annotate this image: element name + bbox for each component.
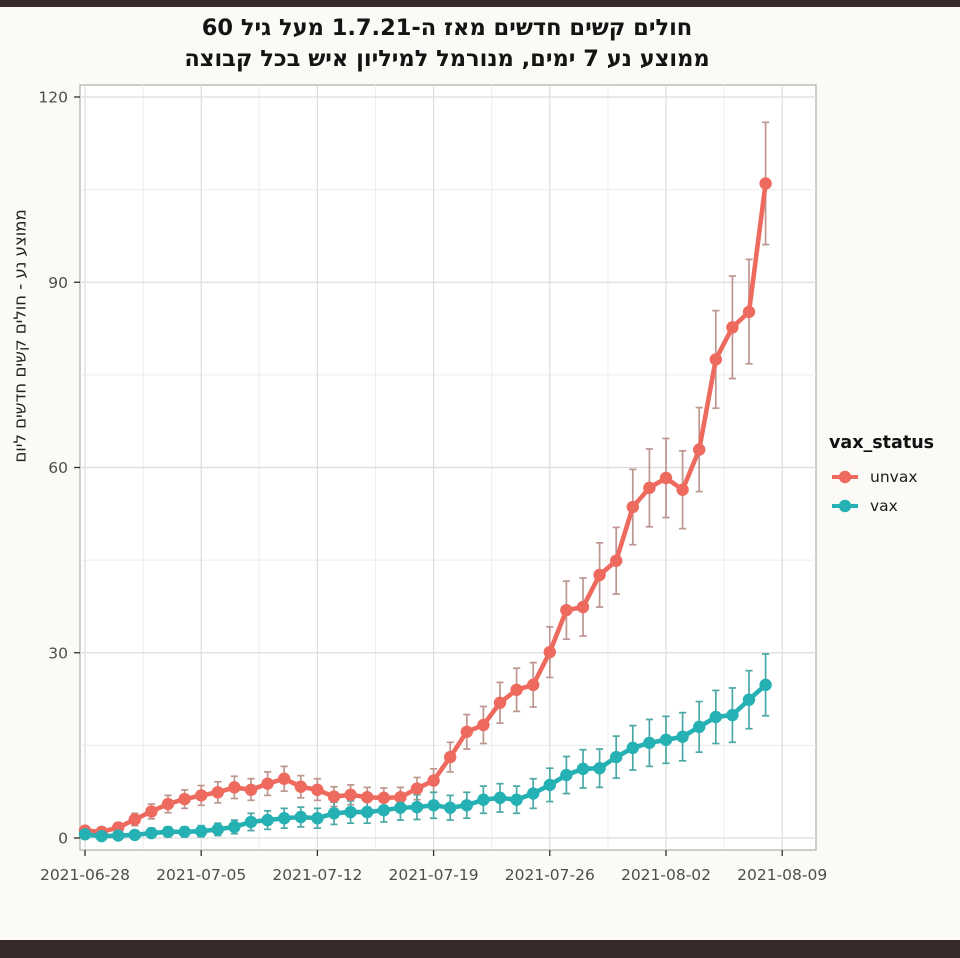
x-tick-label: 2021-07-19 [389, 866, 479, 884]
bottom-border-bar [0, 940, 960, 958]
y-tick-label: 60 [48, 459, 68, 477]
legend-item-vax: vax [829, 496, 934, 516]
legend-key-vax-icon [832, 499, 858, 513]
y-axis-labels: 0 30 60 90 120 [38, 89, 68, 848]
y-tick-label: 120 [38, 89, 68, 107]
series-vax-points [78, 678, 772, 843]
x-axis-labels: 2021-06-28 2021-07-05 2021-07-12 2021-07-19… [40, 866, 827, 884]
x-tick-label: 2021-08-09 [737, 866, 827, 884]
x-tick-label: 2021-07-12 [272, 866, 362, 884]
legend-item-unvax-label: unvax [870, 468, 918, 486]
gridlines-major [80, 85, 816, 850]
legend-key-unvax-icon [832, 470, 858, 484]
chart-title: חולים קשים חדשים מאז ה-1.7.21 מעל גיל 60… [0, 13, 894, 75]
y-tick-label: 90 [48, 274, 68, 292]
x-tick-label: 2021-08-02 [621, 866, 711, 884]
chart-title-line2: ממוצע נע 7 ימים, מנורמל למיליון איש בכל … [184, 46, 710, 72]
x-tick-label: 2021-07-26 [505, 866, 595, 884]
legend-item-unvax: unvax [829, 467, 934, 487]
legend-title: vax_status [829, 433, 935, 453]
x-tick-label: 2021-06-28 [40, 866, 130, 884]
legend-item-vax-label: vax [870, 497, 898, 515]
axis-tick-marks [74, 96, 783, 856]
x-tick-label: 2021-07-05 [156, 866, 246, 884]
chart-title-line1: חולים קשים חדשים מאז ה-1.7.21 מעל גיל 60 [201, 15, 693, 41]
y-tick-label: 30 [48, 644, 68, 662]
top-border-bar [0, 0, 960, 7]
y-tick-label: 0 [58, 830, 68, 848]
legend: vax_status unvax vax [829, 433, 934, 525]
